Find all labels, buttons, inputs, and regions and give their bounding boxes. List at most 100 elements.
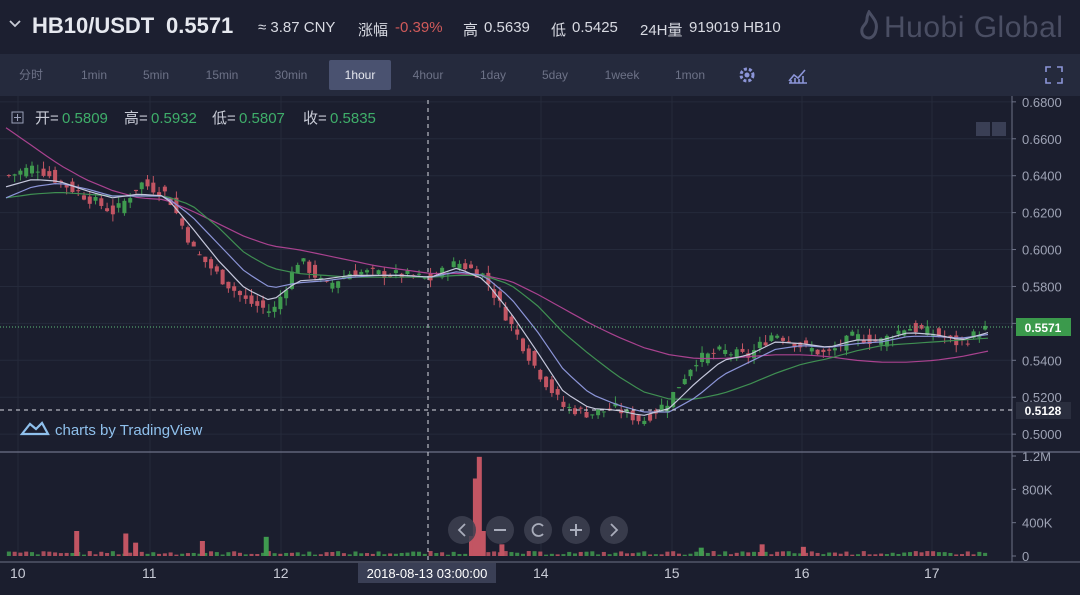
volume-spike [759, 544, 765, 556]
interval-tab[interactable]: 5day [541, 68, 569, 82]
candle-body [740, 348, 745, 352]
interval-tab[interactable]: 4hour [412, 68, 444, 82]
volume-bar [544, 554, 549, 556]
volume-bar [520, 553, 526, 556]
volume-bar [931, 551, 936, 556]
price-chart[interactable]: 0.50000.52000.54000.56000.58000.60000.62… [0, 95, 1080, 590]
candle-body [630, 410, 635, 421]
volume-bar [619, 551, 624, 556]
interval-tab[interactable]: 分时 [18, 68, 43, 82]
volume-spike [199, 541, 205, 556]
candle-body [832, 348, 837, 351]
volume-bar [295, 552, 300, 556]
volume-bar [145, 553, 150, 556]
volume-bar [324, 552, 329, 556]
expand-icon[interactable] [11, 111, 24, 124]
time-tick-label: 10 [10, 565, 26, 581]
indicator-icon[interactable] [787, 65, 807, 85]
plus-icon [570, 524, 582, 536]
tradingview-watermark[interactable]: charts by TradingView [19, 421, 202, 439]
interval-tab[interactable]: 1day [479, 68, 507, 82]
cny-price: ≈ 3.87 CNY [258, 19, 336, 36]
volume-bar [827, 552, 832, 556]
volume-bar [942, 552, 947, 556]
candle-body [792, 343, 797, 348]
candle-body [353, 270, 358, 277]
volume-bar [70, 552, 75, 556]
volume-bar [890, 552, 895, 556]
fullscreen-icon[interactable] [1044, 65, 1064, 85]
candle-body [983, 325, 988, 330]
crosshair-price-box [1016, 402, 1071, 419]
reset-button[interactable] [524, 516, 552, 544]
candle-body [185, 227, 190, 243]
volume-bar [746, 552, 751, 556]
candle-body [457, 263, 462, 269]
volume-bar [53, 552, 58, 556]
volume-bar [636, 552, 641, 556]
gear-icon[interactable] [737, 65, 757, 85]
candle-body [272, 306, 277, 312]
volume-bar [81, 554, 87, 556]
volume-tick-label: 1.2M [1022, 449, 1051, 464]
chart-area[interactable]: 0.50000.52000.54000.56000.58000.60000.62… [0, 95, 1080, 590]
scroll-left-button[interactable] [976, 122, 990, 136]
candle-body [365, 270, 370, 273]
candle-body [492, 289, 497, 298]
candle-body [856, 334, 861, 340]
volume-bar [607, 554, 612, 556]
volume-bar [873, 554, 878, 556]
interval-tab[interactable]: 1mon [674, 68, 706, 82]
volume-bar [151, 552, 156, 556]
candle-body [255, 301, 260, 306]
pair-title[interactable]: HB10/USDT [32, 13, 155, 38]
interval-tab[interactable]: 1min [80, 68, 107, 82]
candle-body [18, 170, 23, 175]
candle-body [468, 264, 474, 269]
candle-body [237, 291, 242, 296]
volume-bar [243, 554, 248, 556]
interval-tab[interactable]: 30min [274, 68, 308, 82]
volume-bar [451, 551, 456, 556]
volume-bar [370, 553, 375, 556]
candle-body [463, 263, 468, 270]
candle-body [578, 407, 583, 409]
volume-bar [965, 551, 970, 556]
candle-body [734, 349, 739, 359]
candle-body [180, 218, 185, 226]
scroll-controls[interactable] [976, 122, 1006, 136]
chevron-down-icon[interactable] [8, 16, 24, 32]
candle-body [659, 404, 664, 412]
candle-body [105, 208, 110, 212]
candle-body [936, 328, 941, 337]
candle-body [497, 291, 502, 301]
reset-icon [531, 523, 544, 537]
volume-bar [977, 551, 982, 556]
volume-bar [567, 551, 572, 556]
volume-bar [237, 552, 242, 556]
candle-body [139, 182, 144, 190]
candle-body [532, 350, 537, 366]
scroll-right-button[interactable] [992, 122, 1006, 136]
time-tick-label: 12 [273, 565, 289, 581]
candle-body [53, 169, 58, 183]
interval-tab[interactable]: 1week [604, 68, 640, 82]
interval-tab[interactable]: 15min [205, 68, 239, 82]
candle-body [515, 329, 520, 335]
volume-bar [445, 554, 450, 556]
moving-averages [5, 127, 989, 416]
nav-right-button[interactable] [600, 516, 628, 544]
candle-body [64, 184, 69, 188]
last-price: 0.5571 [166, 13, 234, 38]
interval-tab[interactable]: 5min [142, 68, 169, 82]
volume-bar [272, 553, 277, 556]
chart-nav-controls[interactable] [448, 516, 628, 544]
volume-label: 24H量 [640, 22, 683, 39]
volume-bar [18, 552, 23, 556]
interval-tab-active[interactable]: 1hour [329, 60, 391, 90]
volume-bar [399, 552, 404, 556]
price-tick-label: 0.5800 [1022, 279, 1062, 294]
nav-left-button[interactable] [448, 516, 476, 544]
volume-bar [249, 553, 254, 556]
volume-bar [752, 551, 757, 556]
